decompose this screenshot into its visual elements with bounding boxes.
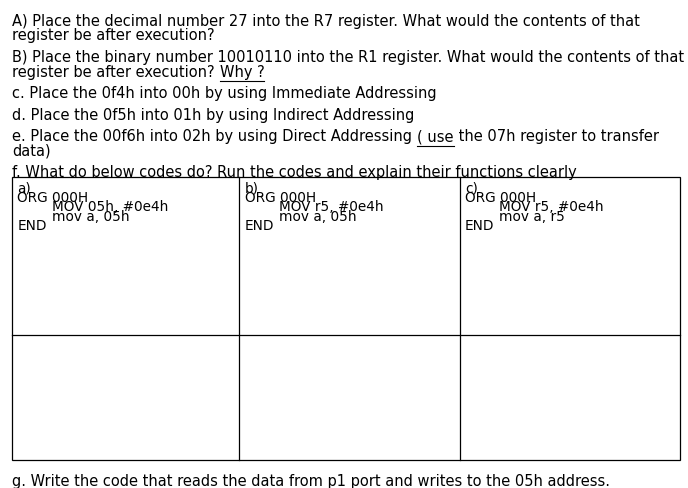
Text: MOV r5, #0e4h: MOV r5, #0e4h — [279, 200, 384, 214]
Text: a): a) — [17, 182, 31, 196]
Bar — [12, 178, 680, 460]
Text: MOV 05h, #0e4h: MOV 05h, #0e4h — [52, 200, 168, 214]
Text: g. Write the code that reads the data from p1 port and writes to the 05h address: g. Write the code that reads the data fr… — [12, 473, 610, 488]
Text: ( use: ( use — [417, 129, 453, 144]
Text: c. Place the 0f4h into 00h by using Immediate Addressing: c. Place the 0f4h into 00h by using Imme… — [12, 86, 437, 101]
Text: mov a, r5: mov a, r5 — [499, 209, 566, 224]
Text: d. Place the 0f5h into 01h by using Indirect Addressing: d. Place the 0f5h into 01h by using Indi… — [12, 107, 415, 122]
Text: register be after execution?: register be after execution? — [12, 64, 219, 80]
Text: Why ?: Why ? — [219, 64, 264, 80]
Text: B) Place the binary number 10010110 into the R1 register. What would the content: B) Place the binary number 10010110 into… — [12, 50, 685, 65]
Text: data): data) — [12, 143, 51, 159]
Text: f. What do below codes do? Run the codes and explain their functions clearly: f. What do below codes do? Run the codes… — [12, 165, 577, 180]
Text: the 07h register to transfer: the 07h register to transfer — [453, 129, 658, 144]
Text: END: END — [245, 219, 275, 233]
Text: ORG 000H: ORG 000H — [245, 190, 316, 204]
Text: c): c) — [465, 182, 478, 196]
Text: END: END — [17, 219, 47, 233]
Text: END: END — [465, 219, 495, 233]
Text: mov a, 05h: mov a, 05h — [279, 209, 357, 224]
Text: ORG 000H: ORG 000H — [465, 190, 536, 204]
Text: ORG 000H: ORG 000H — [17, 190, 88, 204]
Text: register be after execution?: register be after execution? — [12, 28, 215, 43]
Text: e. Place the 00f6h into 02h by using Direct Addressing: e. Place the 00f6h into 02h by using Dir… — [12, 129, 417, 144]
Text: A) Place the decimal number 27 into the R7 register. What would the contents of : A) Place the decimal number 27 into the … — [12, 14, 641, 29]
Text: MOV r5, #0e4h: MOV r5, #0e4h — [499, 200, 604, 214]
Text: b): b) — [245, 182, 259, 196]
Text: mov a, 05h: mov a, 05h — [52, 209, 129, 224]
